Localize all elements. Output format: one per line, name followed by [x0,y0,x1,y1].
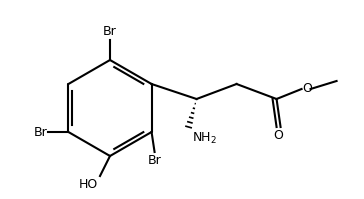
Text: NH$_2$: NH$_2$ [191,131,217,146]
Text: Br: Br [148,154,162,167]
Text: HO: HO [79,178,98,191]
Text: O: O [274,129,284,142]
Text: Br: Br [103,25,117,38]
Text: Br: Br [34,126,47,139]
Text: O: O [302,83,312,96]
